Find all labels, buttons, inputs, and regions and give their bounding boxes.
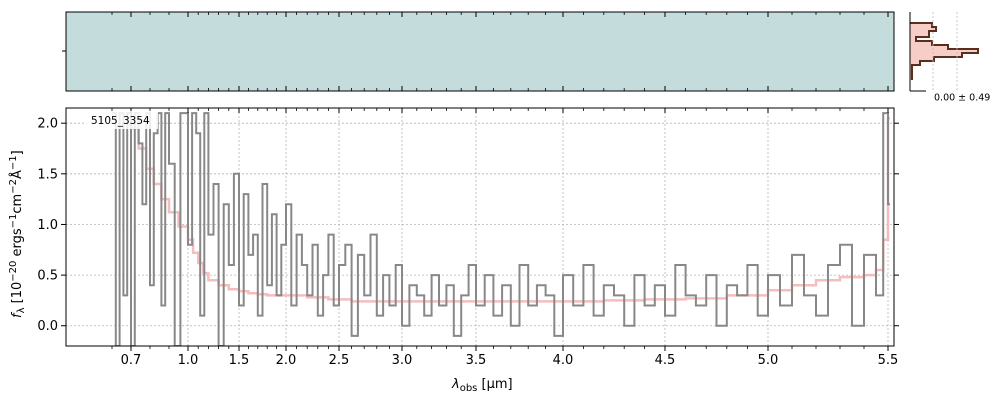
axis-ticks (61, 108, 899, 351)
y-tick-label: 2.0 (37, 117, 58, 132)
y-tick-label: 0.5 (37, 269, 58, 284)
y-label-mid1: ergs (10, 228, 25, 260)
histogram-label: 0.00 ± 0.49 (934, 93, 990, 104)
y-label-mid2: cm (10, 194, 25, 214)
y-label-exp4: −1 (8, 155, 19, 170)
x-axis-label-unit: [μm] (477, 377, 512, 392)
x-tick-label: 1.5 (229, 353, 250, 368)
y-label-exp3: −2 (8, 179, 19, 194)
object-label-box (84, 111, 158, 129)
x-tick-label: 0.7 (121, 353, 142, 368)
histogram-panel: 0.00 ± 0.49 (909, 12, 990, 104)
x-tick-label: 3.0 (392, 353, 413, 368)
spectrum-2d-background (66, 12, 894, 91)
x-tick-label: 5.5 (878, 353, 899, 368)
y-tick-label: 1.5 (37, 167, 58, 182)
grid-lines (66, 108, 894, 346)
y-tick-label: 1.0 (37, 218, 58, 233)
x-tick-labels: 0.7 1.0 1.5 2.0 2.5 3.0 3.5 4.0 4.5 5.0 5.5 (121, 353, 899, 368)
y-label-exp2: −1 (8, 214, 19, 229)
histogram-fill (910, 23, 978, 80)
x-axis-label-subscript: obs (460, 383, 478, 394)
x-tick-label: 4.0 (553, 353, 574, 368)
model-series (131, 116, 890, 303)
y-label-sub: λ (16, 307, 27, 313)
histogram (910, 22, 979, 80)
spectrum-2d-panel (62, 11, 895, 92)
object-label: 5105_3354 (91, 115, 150, 127)
spectrum-1d-panel: 0.7 1.0 1.5 2.0 2.5 3.0 3.5 4.0 4.5 5.0 5.5 0.0 0.5… (8, 107, 899, 394)
x-tick-label: 1.0 (178, 353, 199, 368)
y-label-exp1: −20 (8, 261, 19, 282)
y-tick-labels: 0.0 0.5 1.0 1.5 2.0 (37, 117, 58, 335)
y-axis-label: fλ [10−20 ergs−1cm−2Å−1] (8, 150, 27, 318)
y-tick-label: 0.0 (37, 319, 58, 334)
x-axis-label-symbol: λ (451, 377, 460, 392)
x-tick-label: 4.5 (655, 353, 676, 368)
histogram-line (910, 22, 979, 80)
x-axis-label: λobs [μm] (451, 377, 513, 394)
y-label-f: f (10, 311, 25, 318)
x-tick-label: 2.0 (276, 353, 297, 368)
x-tick-label: 5.0 (758, 353, 779, 368)
y-label-open: [10 (10, 282, 25, 308)
y-label-close: ] (10, 150, 25, 155)
y-label-mid3: Å (9, 170, 25, 179)
x-tick-label: 3.5 (466, 353, 487, 368)
plot-frame (65, 107, 895, 347)
spectrum-2d-ticks (62, 12, 889, 91)
x-tick-label: 2.5 (329, 353, 350, 368)
data-series (112, 112, 890, 346)
